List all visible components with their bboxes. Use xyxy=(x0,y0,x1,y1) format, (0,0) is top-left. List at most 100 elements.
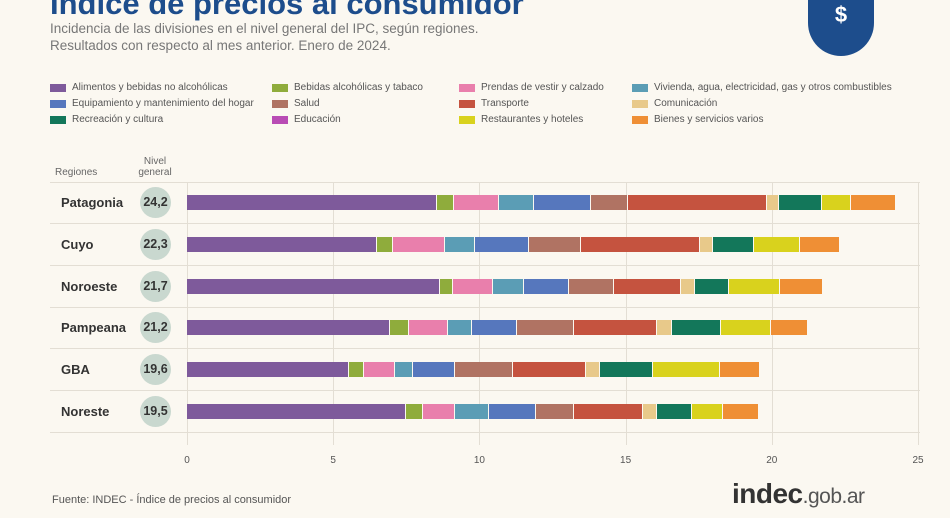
bar-segment xyxy=(779,278,823,294)
bar-segment xyxy=(187,236,378,252)
legend-swatch xyxy=(459,83,475,92)
bar-segment xyxy=(568,278,614,294)
region-row: Cuyo 22,3 xyxy=(50,224,920,266)
bar-segment xyxy=(187,320,391,336)
bar-segment xyxy=(377,236,394,252)
bar-segment xyxy=(721,320,771,336)
legend-label: Bebidas alcohólicas y tabaco xyxy=(294,82,423,93)
bar-segment xyxy=(445,236,476,252)
region-name: Patagonia xyxy=(61,195,124,210)
bar-segment xyxy=(657,404,692,419)
legend-label: Alimentos y bebidas no alcohólicas xyxy=(72,82,228,93)
bar-segment xyxy=(851,195,896,210)
legend-label: Salud xyxy=(294,98,320,109)
bar-segment xyxy=(488,404,537,419)
regions-header: Regiones xyxy=(55,167,98,178)
bar-segment xyxy=(408,320,448,336)
general-header-line1: Nivel xyxy=(143,156,167,167)
bar-segment xyxy=(691,404,723,419)
subtitle: Incidencia de las divisiones en el nivel… xyxy=(50,21,479,36)
indec-brand-logo: indec.gob.ar xyxy=(732,478,865,510)
legend-item: Salud xyxy=(272,98,320,109)
bar-segment xyxy=(455,404,489,419)
bar-segment xyxy=(770,320,809,336)
x-tick-label: 5 xyxy=(330,455,336,466)
legend-label: Prendas de vestir y calzado xyxy=(481,82,604,93)
bar-segment xyxy=(422,404,456,419)
legend-swatch xyxy=(272,99,288,108)
bar-segment xyxy=(406,404,423,419)
legend-label: Transporte xyxy=(481,98,529,109)
legend-swatch xyxy=(272,115,288,124)
bar-segment xyxy=(713,236,755,252)
bar-segment xyxy=(627,195,767,210)
page-title: Índice de precios al consumidor xyxy=(50,0,524,21)
legend-item: Transporte xyxy=(459,98,529,109)
legend-item: Equipamiento y mantenimiento del hogar xyxy=(50,98,254,109)
bar-segment xyxy=(498,195,535,210)
bar-segment xyxy=(412,362,456,378)
legend-label: Bienes y servicios varios xyxy=(654,114,764,125)
bar-segment xyxy=(395,362,413,378)
bar-segment xyxy=(453,195,499,210)
general-level-badge: 19,5 xyxy=(140,396,171,427)
bar-segment xyxy=(475,236,530,252)
bar-segment xyxy=(187,404,406,419)
legend-item: Educación xyxy=(272,114,341,125)
legend-label: Equipamiento y mantenimiento del hogar xyxy=(72,98,254,109)
gridline xyxy=(187,182,188,445)
bar-segment xyxy=(349,362,365,378)
general-level-badge: 21,7 xyxy=(140,270,171,302)
region-row: Noroeste 21,7 xyxy=(50,266,920,308)
bar-segment xyxy=(364,362,396,378)
legend-label: Comunicación xyxy=(654,98,718,109)
legend-label: Vivienda, agua, electricidad, gas y otro… xyxy=(654,82,892,93)
region-name: Noroeste xyxy=(61,278,118,294)
bar-segment xyxy=(821,195,852,210)
legend-swatch xyxy=(459,99,475,108)
legend-item: Alimentos y bebidas no alcohólicas xyxy=(50,82,228,93)
bar-segment xyxy=(586,362,601,378)
brand-main: indec xyxy=(732,478,803,509)
region-name: GBA xyxy=(61,362,90,378)
bar-segment xyxy=(471,320,517,336)
bar-segment xyxy=(493,278,524,294)
bar-segment xyxy=(657,320,672,336)
bar-segment xyxy=(453,278,494,294)
bar-segment xyxy=(447,320,472,336)
bar-segment xyxy=(671,320,722,336)
brand-suffix: .gob.ar xyxy=(802,485,865,508)
general-level-badge: 19,6 xyxy=(140,354,171,386)
bar-segment xyxy=(591,195,628,210)
legend-swatch xyxy=(50,115,66,124)
bar-segment xyxy=(393,236,446,252)
region-row: Noreste 19,5 xyxy=(50,391,920,433)
general-level-badge: 24,2 xyxy=(140,187,171,218)
bar-segment xyxy=(536,404,575,419)
bar-segment xyxy=(722,404,759,419)
bar-segment xyxy=(800,236,840,252)
bar-segment xyxy=(652,362,721,378)
legend-item: Vivienda, agua, electricidad, gas y otro… xyxy=(632,82,892,93)
source-note: Fuente: INDEC - Índice de precios al con… xyxy=(52,494,292,506)
legend-item: Prendas de vestir y calzado xyxy=(459,82,604,93)
bar-segment xyxy=(680,278,696,294)
legend-item: Bebidas alcohólicas y tabaco xyxy=(272,82,423,93)
bar-segment xyxy=(573,320,658,336)
bar-segment xyxy=(720,362,760,378)
bar-segment xyxy=(529,236,582,252)
bar-segment xyxy=(523,278,569,294)
bar-segment xyxy=(613,278,681,294)
legend-label: Restaurantes y hoteles xyxy=(481,114,584,125)
legend-label: Educación xyxy=(294,114,341,125)
region-row: Pampeana 21,2 xyxy=(50,307,920,350)
bar-segment xyxy=(642,404,658,419)
bar-segment xyxy=(754,236,801,252)
legend-item: Comunicación xyxy=(632,98,717,109)
legend-swatch xyxy=(632,83,648,92)
gridline xyxy=(479,182,481,445)
general-header: Nivel general xyxy=(138,156,172,178)
x-tick-label: 0 xyxy=(184,455,190,466)
bar-segment xyxy=(516,320,574,336)
row-top-border xyxy=(50,141,920,183)
